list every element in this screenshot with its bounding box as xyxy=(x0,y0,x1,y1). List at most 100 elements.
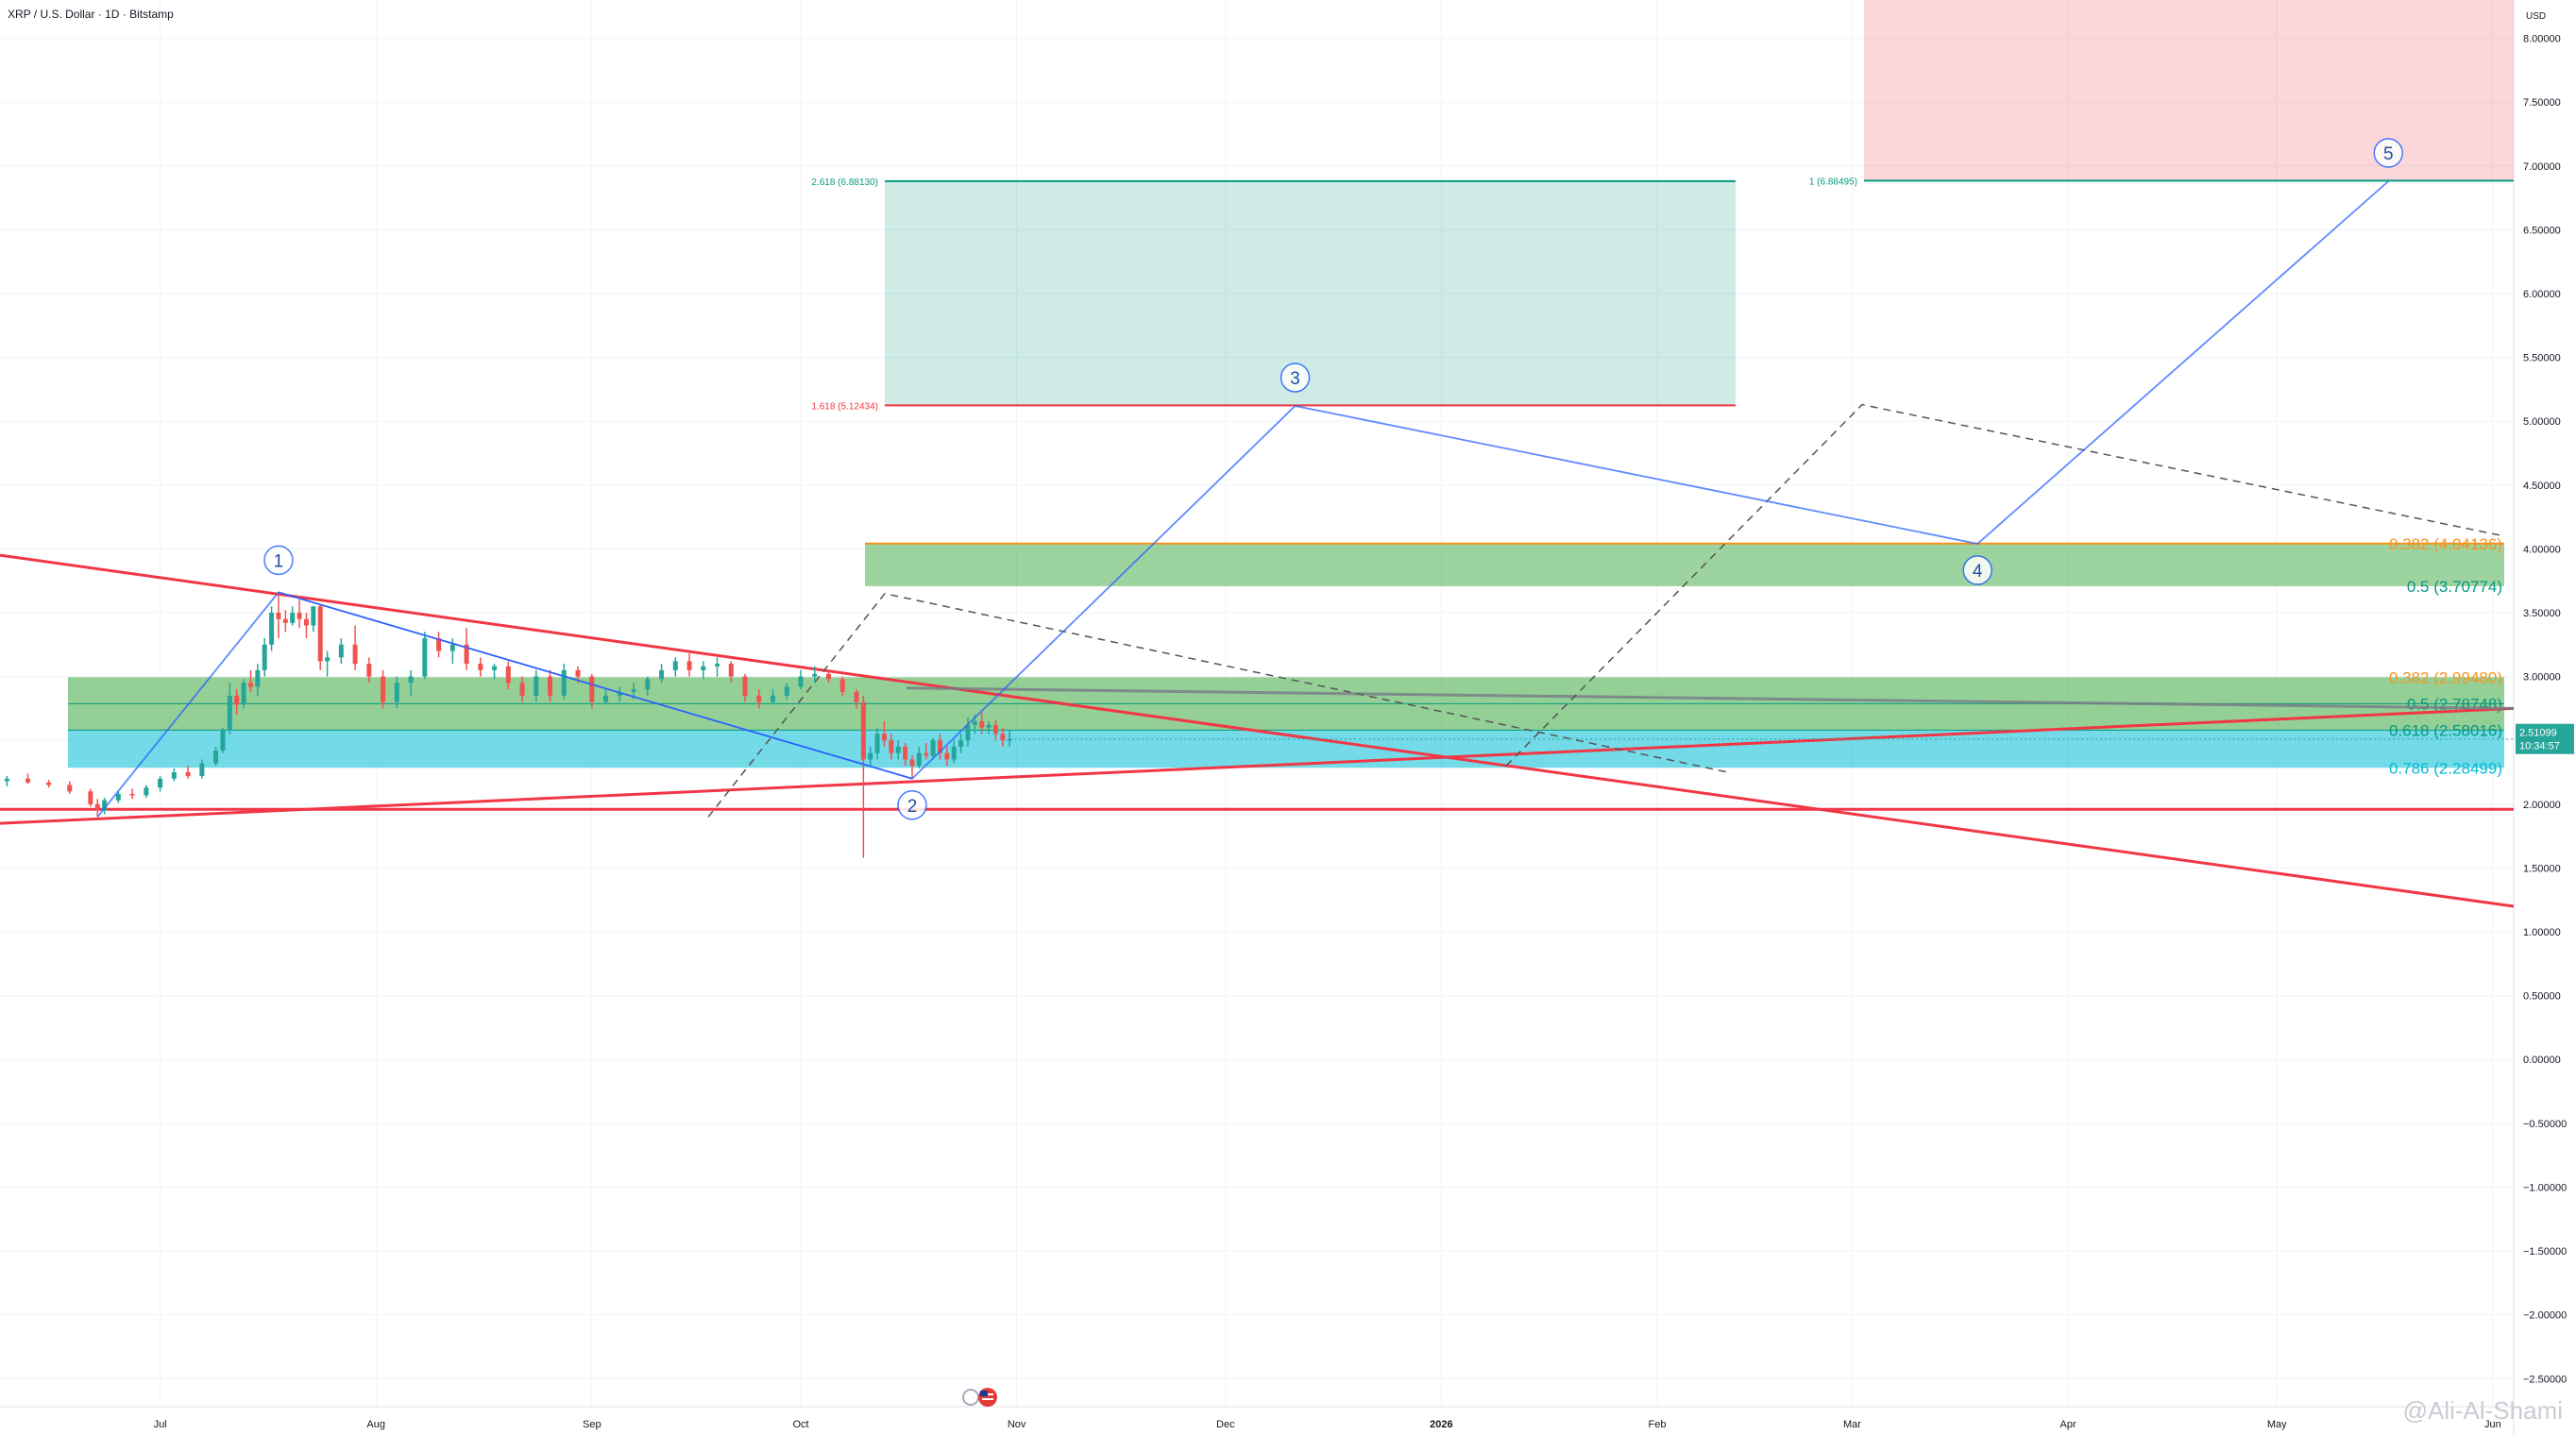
flags-logo-icon xyxy=(961,1386,1003,1409)
candle-body xyxy=(171,772,177,779)
symbol-header[interactable]: XRP / U.S. Dollar · 1D · Bitstamp xyxy=(8,8,174,21)
candle-body xyxy=(220,730,226,751)
fib-label: 1 (6.88495) xyxy=(1809,177,1857,187)
price-tick-label: −2.50000 xyxy=(2523,1374,2567,1385)
candle-body xyxy=(771,695,776,702)
candle-body xyxy=(46,782,52,785)
candle-body xyxy=(262,644,267,670)
candle-body xyxy=(812,673,818,677)
candle-body xyxy=(325,657,330,662)
time-tick-label: Feb xyxy=(1649,1419,1667,1430)
price-tick-label: 2.00000 xyxy=(2523,800,2561,811)
fib-label: 0.618 (2.58016) xyxy=(2389,721,2502,739)
elliott-wave-path xyxy=(96,180,2389,818)
price-tick-label: 6.00000 xyxy=(2523,289,2561,300)
candle-body xyxy=(992,724,998,734)
candle-body xyxy=(826,673,832,680)
candle-body xyxy=(213,751,219,764)
candle-body xyxy=(519,683,525,696)
candle-body xyxy=(617,691,622,696)
time-tick-label: Aug xyxy=(366,1419,385,1430)
candle-body xyxy=(534,676,539,696)
candle-body xyxy=(185,772,191,777)
wave-label: 3 xyxy=(1290,369,1300,389)
time-tick-label: Jun xyxy=(2484,1419,2501,1430)
last-price-badge xyxy=(2516,723,2574,754)
candle-body xyxy=(1000,734,1006,741)
wave-label-circle xyxy=(897,790,927,820)
candle-body xyxy=(247,683,253,687)
candle-body xyxy=(311,606,316,626)
candle-body xyxy=(67,785,73,792)
candle-body xyxy=(756,695,762,702)
candle-body xyxy=(839,679,845,692)
price-tick-label: 3.50000 xyxy=(2523,608,2561,619)
candle-body xyxy=(742,676,748,696)
candle-body xyxy=(958,740,964,747)
price-tick-label: 0.00000 xyxy=(2523,1055,2561,1066)
candle-body xyxy=(589,676,595,702)
price-tick-label: 1.00000 xyxy=(2523,927,2561,938)
candle-body xyxy=(972,720,977,725)
candle-body xyxy=(672,661,678,670)
ascending-trendline xyxy=(0,706,2515,825)
candle-body xyxy=(715,664,720,667)
fib-label: 0.5 (3.70774) xyxy=(2407,578,2502,596)
price-tick-label: 7.00000 xyxy=(2523,161,2561,173)
time-tick-label: 2026 xyxy=(1430,1419,1452,1430)
price-tick-label: −1.00000 xyxy=(2523,1182,2567,1193)
candle-body xyxy=(436,638,442,651)
candle-body xyxy=(784,686,789,696)
wave-label: 5 xyxy=(2383,144,2394,164)
candle-body xyxy=(449,644,455,651)
price-axis-unit: USD xyxy=(2526,11,2546,22)
candle-body xyxy=(909,759,915,767)
candle-body xyxy=(965,724,971,741)
candle-body xyxy=(290,613,296,623)
candle-body xyxy=(924,752,929,756)
candle-body xyxy=(234,695,240,705)
candle-body xyxy=(944,752,950,760)
descending-trendline xyxy=(0,553,2515,908)
price-tick-label: −1.50000 xyxy=(2523,1246,2567,1258)
candle-body xyxy=(575,669,581,677)
candle-body xyxy=(1007,738,1012,741)
fib-band-mid xyxy=(865,543,2504,586)
candle-body xyxy=(115,793,121,801)
candle-body xyxy=(505,666,511,684)
candle-body xyxy=(561,669,567,696)
candle-body xyxy=(860,701,866,760)
wave-label: 4 xyxy=(1973,562,1983,582)
target-zone-green xyxy=(885,180,1736,406)
author-watermark: @Ali-Al-Shami xyxy=(2402,1396,2563,1425)
time-tick-label: Mar xyxy=(1843,1419,1861,1430)
candle-body xyxy=(937,740,942,753)
price-tick-label: 5.00000 xyxy=(2523,416,2561,428)
price-tick-label: 0.50000 xyxy=(2523,991,2561,1003)
wave-label-circle xyxy=(1280,363,1311,393)
candle-body xyxy=(282,618,288,623)
last-price-countdown: 10:34:57 xyxy=(2519,741,2560,752)
candle-body xyxy=(868,752,873,760)
candle-body xyxy=(951,746,957,760)
candle-body xyxy=(408,676,414,684)
gray-trendline xyxy=(906,686,2515,710)
candle-body xyxy=(889,740,894,753)
candle-body xyxy=(303,618,309,626)
candle-body xyxy=(352,644,358,665)
price-tick-label: 4.00000 xyxy=(2523,544,2561,555)
candle-body xyxy=(25,778,30,783)
price-tick-label: 4.50000 xyxy=(2523,481,2561,492)
candle-body xyxy=(916,752,922,767)
wave-label: 2 xyxy=(907,797,918,817)
candle-body xyxy=(317,606,323,662)
price-tick-label: 5.50000 xyxy=(2523,353,2561,364)
candle-body xyxy=(381,676,386,702)
wave-label-circle xyxy=(2373,138,2404,168)
candle-body xyxy=(464,644,469,665)
wave-label-circle xyxy=(1962,555,1992,585)
candle-body xyxy=(548,676,553,696)
time-tick-label: Jul xyxy=(154,1419,167,1430)
candle-body xyxy=(986,724,991,728)
